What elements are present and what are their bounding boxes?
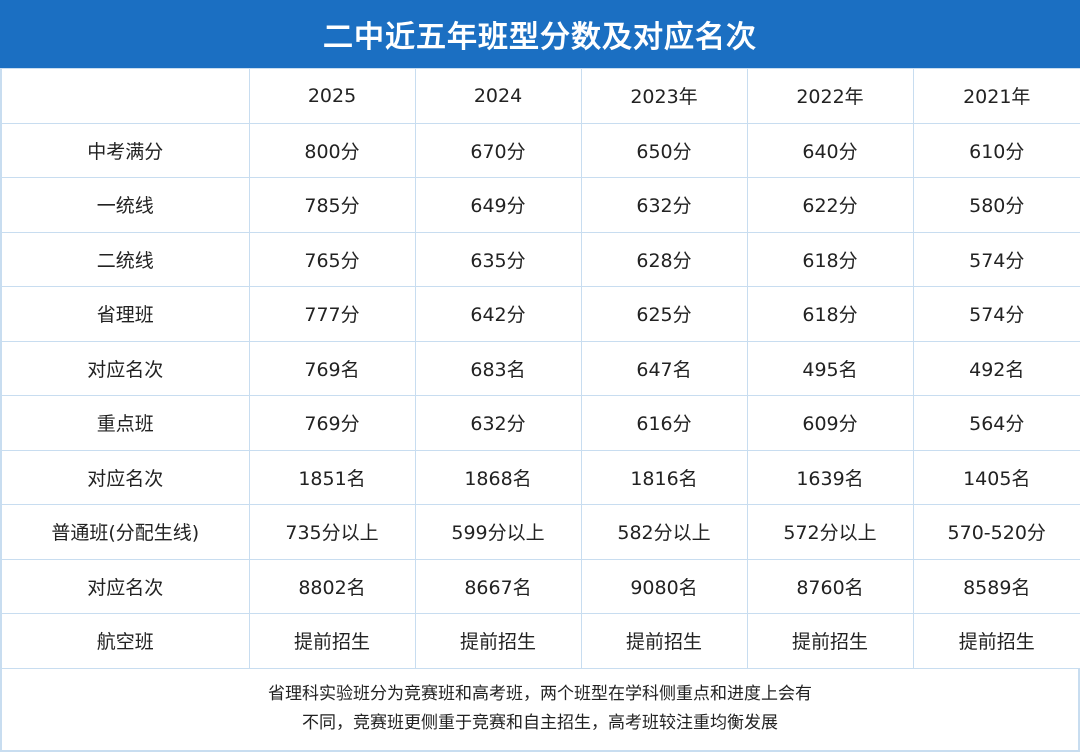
row-label: 对应名次 bbox=[0, 340, 250, 396]
column-header: 2025 bbox=[248, 68, 416, 124]
row-label: 普通班(分配生线) bbox=[0, 504, 250, 560]
table-cell: 683名 bbox=[414, 340, 582, 396]
table-cell: 572分以上 bbox=[746, 504, 914, 560]
row-label: 航空班 bbox=[0, 613, 250, 669]
table-cell: 769分 bbox=[248, 395, 416, 451]
table-cell: 632分 bbox=[414, 395, 582, 451]
note-line: 不同，竞赛班更侧重于竞赛和自主招生，高考班较注重均衡发展 bbox=[302, 713, 778, 733]
table-cell: 8667名 bbox=[414, 558, 582, 614]
table-cell: 670分 bbox=[414, 122, 582, 178]
table-cell: 800分 bbox=[248, 122, 416, 178]
corner-cell bbox=[0, 68, 250, 124]
row-label: 中考满分 bbox=[0, 122, 250, 178]
column-header: 2021年 bbox=[912, 68, 1080, 124]
table-row: 省理班 777分 642分 625分 618分 574分 bbox=[0, 286, 1080, 342]
row-label: 重点班 bbox=[0, 395, 250, 451]
table-cell: 9080名 bbox=[580, 558, 748, 614]
table-row: 中考满分 800分 670分 650分 640分 610分 bbox=[0, 122, 1080, 178]
table-cell: 622分 bbox=[746, 177, 914, 233]
table-cell: 785分 bbox=[248, 177, 416, 233]
table-cell: 提前招生 bbox=[912, 613, 1080, 669]
table-row: 对应名次 769名 683名 647名 495名 492名 bbox=[0, 340, 1080, 396]
column-header: 2022年 bbox=[746, 68, 914, 124]
table-cell: 777分 bbox=[248, 286, 416, 342]
table-cell: 609分 bbox=[746, 395, 914, 451]
table-row: 二统线 765分 635分 628分 618分 574分 bbox=[0, 231, 1080, 287]
table-cell: 582分以上 bbox=[580, 504, 748, 560]
table-cell: 625分 bbox=[580, 286, 748, 342]
table-cell: 8589名 bbox=[912, 558, 1080, 614]
table-cell: 492名 bbox=[912, 340, 1080, 396]
table-cell: 570-520分 bbox=[912, 504, 1080, 560]
table-cell: 635分 bbox=[414, 231, 582, 287]
table-cell: 提前招生 bbox=[248, 613, 416, 669]
table-cell: 618分 bbox=[746, 231, 914, 287]
table-cell: 1405名 bbox=[912, 449, 1080, 505]
table-cell: 769名 bbox=[248, 340, 416, 396]
table-cell: 580分 bbox=[912, 177, 1080, 233]
table-cell: 1868名 bbox=[414, 449, 582, 505]
table-cell: 640分 bbox=[746, 122, 914, 178]
table-cell: 616分 bbox=[580, 395, 748, 451]
table-cell: 8802名 bbox=[248, 558, 416, 614]
table-cell: 618分 bbox=[746, 286, 914, 342]
table-cell: 提前招生 bbox=[580, 613, 748, 669]
row-label: 二统线 bbox=[0, 231, 250, 287]
table-cell: 提前招生 bbox=[746, 613, 914, 669]
table-cell: 574分 bbox=[912, 231, 1080, 287]
title-bar: 二中近五年班型分数及对应名次 bbox=[0, 0, 1080, 68]
table-cell: 735分以上 bbox=[248, 504, 416, 560]
score-table: 2025 2024 2023年 2022年 2021年 中考满分 800分 670分 650分 6… bbox=[0, 68, 1080, 669]
table-cell: 574分 bbox=[912, 286, 1080, 342]
column-header: 2024 bbox=[414, 68, 582, 124]
table-row: 普通班(分配生线) 735分以上 599分以上 582分以上 572分以上 570-520… bbox=[0, 504, 1080, 560]
table-row: 重点班 769分 632分 616分 609分 564分 bbox=[0, 395, 1080, 451]
row-label: 对应名次 bbox=[0, 558, 250, 614]
header-row: 2025 2024 2023年 2022年 2021年 bbox=[0, 68, 1080, 124]
table-cell: 765分 bbox=[248, 231, 416, 287]
table-row: 一统线 785分 649分 632分 622分 580分 bbox=[0, 177, 1080, 233]
table-cell: 628分 bbox=[580, 231, 748, 287]
table-cell: 1816名 bbox=[580, 449, 748, 505]
table-cell: 632分 bbox=[580, 177, 748, 233]
title: 二中近五年班型分数及对应名次 bbox=[323, 20, 757, 55]
note-line: 省理科实验班分为竞赛班和高考班，两个班型在学科侧重点和进度上会有 bbox=[268, 684, 812, 704]
table-row: 航空班 提前招生 提前招生 提前招生 提前招生 提前招生 bbox=[0, 613, 1080, 669]
table-cell: 647名 bbox=[580, 340, 748, 396]
table-cell: 8760名 bbox=[746, 558, 914, 614]
table-cell: 495名 bbox=[746, 340, 914, 396]
table-cell: 610分 bbox=[912, 122, 1080, 178]
table-cell: 1639名 bbox=[746, 449, 914, 505]
note: 省理科实验班分为竞赛班和高考班，两个班型在学科侧重点和进度上会有 不同，竞赛班更侧… bbox=[0, 668, 1080, 752]
table-cell: 1851名 bbox=[248, 449, 416, 505]
table-cell: 650分 bbox=[580, 122, 748, 178]
row-label: 一统线 bbox=[0, 177, 250, 233]
table-row: 对应名次 8802名 8667名 9080名 8760名 8589名 bbox=[0, 558, 1080, 614]
table-body: 2025 2024 2023年 2022年 2021年 中考满分 800分 670分 650分 6… bbox=[0, 68, 1080, 669]
row-label: 省理班 bbox=[0, 286, 250, 342]
table-cell: 564分 bbox=[912, 395, 1080, 451]
table-cell: 649分 bbox=[414, 177, 582, 233]
table-cell: 提前招生 bbox=[414, 613, 582, 669]
table-row: 对应名次 1851名 1868名 1816名 1639名 1405名 bbox=[0, 449, 1080, 505]
table-cell: 599分以上 bbox=[414, 504, 582, 560]
row-label: 对应名次 bbox=[0, 449, 250, 505]
column-header: 2023年 bbox=[580, 68, 748, 124]
table-cell: 642分 bbox=[414, 286, 582, 342]
